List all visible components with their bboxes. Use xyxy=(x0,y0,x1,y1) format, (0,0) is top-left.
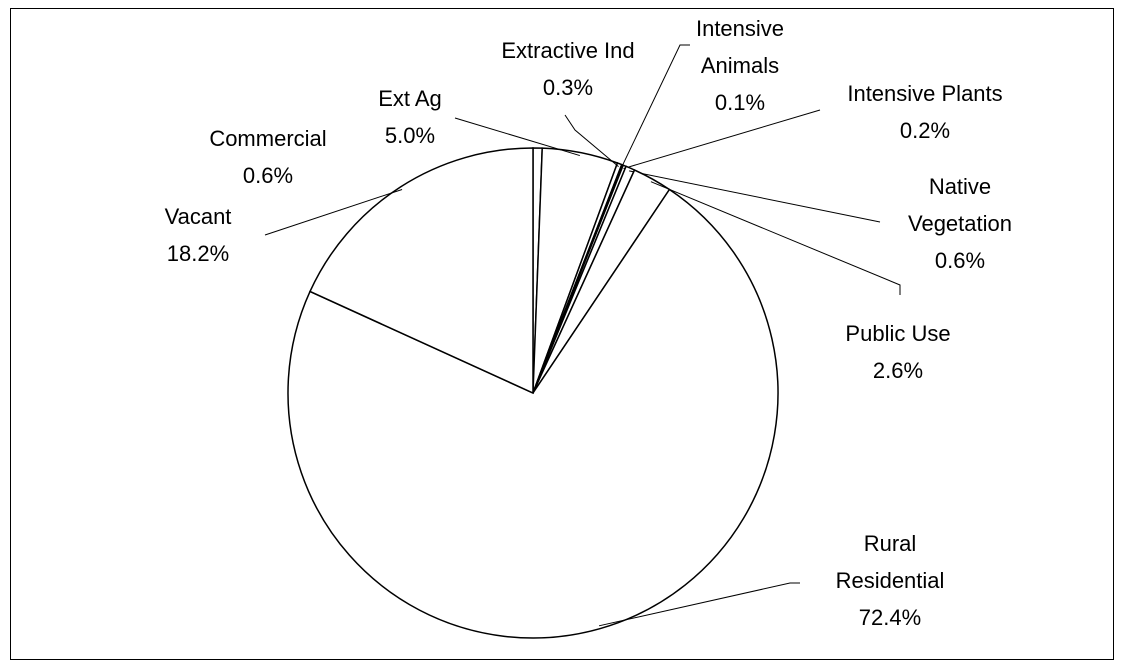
slice-label-line: Ext Ag xyxy=(378,86,442,111)
slice-value-label: 2.6% xyxy=(873,358,923,383)
slice-label: Vacant xyxy=(165,204,232,229)
slice-label-line: Residential xyxy=(836,568,945,593)
slice-label: Intensive Plants xyxy=(847,81,1002,106)
slice-label: Public Use xyxy=(845,321,950,346)
slice-label-line: Public Use xyxy=(845,321,950,346)
leader-line xyxy=(598,582,800,627)
slice-label: Intensive Animals xyxy=(696,16,784,78)
slice-value-label: 18.2% xyxy=(167,241,229,266)
slice-label: Native Vegetation xyxy=(908,174,1012,236)
slice-value-label: 5.0% xyxy=(385,123,435,148)
slice-label-line: Intensive xyxy=(696,16,784,41)
slice-label-line: Extractive Ind xyxy=(501,38,634,63)
slice-label-line: Rural xyxy=(864,531,917,556)
leader-line xyxy=(620,44,690,168)
pie-slice xyxy=(287,188,779,639)
slice-value-label: 72.4% xyxy=(859,605,921,630)
leader-line xyxy=(629,170,881,223)
slice-label-line: Native xyxy=(929,174,991,199)
slice-value-label: 0.6% xyxy=(243,163,293,188)
slice-label-line: Vegetation xyxy=(908,211,1012,236)
slice-label-line: Animals xyxy=(701,53,779,78)
slice-label-line: Intensive Plants xyxy=(847,81,1002,106)
slice-label-line: Vacant xyxy=(165,204,232,229)
slice-value-label: 0.6% xyxy=(935,248,985,273)
slice-label-line: Commercial xyxy=(209,126,326,151)
leader-line xyxy=(650,181,901,295)
leader-line xyxy=(264,189,403,236)
leader-line xyxy=(564,114,619,168)
leader-line xyxy=(623,109,821,170)
slice-value-label: 0.2% xyxy=(900,118,950,143)
leader-line xyxy=(454,117,580,157)
slice-value-label: 0.3% xyxy=(543,75,593,100)
slice-value-label: 0.1% xyxy=(715,90,765,115)
slice-label: Extractive Ind xyxy=(501,38,634,63)
slice-label: Rural Residential xyxy=(836,531,945,593)
slice-label: Ext Ag xyxy=(378,86,442,111)
pie-slice xyxy=(309,147,534,395)
slice-label: Commercial xyxy=(209,126,326,151)
